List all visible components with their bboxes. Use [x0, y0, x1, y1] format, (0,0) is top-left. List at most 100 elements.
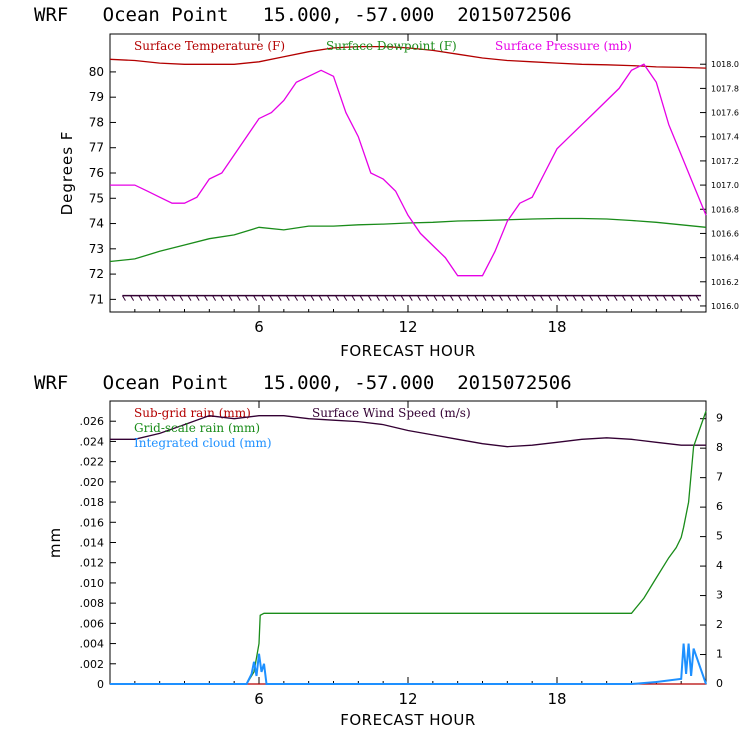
wind-barb [244, 295, 249, 301]
y-tick-label: 77 [89, 141, 104, 155]
wind-barb [498, 295, 503, 301]
legend-entry: Surface Dewpoint (F) [326, 39, 457, 53]
y2-tick-label: 8 [716, 441, 723, 454]
wind-barb [269, 295, 274, 301]
legend-entry: Surface Temperature (F) [134, 39, 285, 53]
wind-barb [195, 295, 200, 301]
wind-barb [564, 295, 569, 301]
x-tick-label: 18 [547, 318, 566, 336]
legend-entry: Integrated cloud (mm) [134, 436, 272, 450]
y2-tick-label: 1017.8 [711, 84, 739, 93]
x-axis-label: FORECAST HOUR [340, 711, 476, 729]
y-tick-label: 71 [89, 292, 104, 306]
wind-barb [474, 295, 479, 301]
y2-tick-label: 1017.4 [711, 133, 739, 142]
y-tick-label: .002 [80, 658, 105, 671]
wind-barb [449, 295, 454, 301]
wind-barb [523, 295, 528, 301]
wind-barb [597, 295, 602, 301]
chart-title: WRF Ocean Point 15.000, -57.000 20150725… [34, 372, 572, 394]
wind-barb [171, 295, 176, 301]
y2-tick-label: 1017.0 [711, 181, 739, 190]
wind-barb [572, 295, 577, 301]
wind-barb [654, 295, 659, 301]
x-tick-label: 12 [398, 318, 417, 336]
y-axis-label: Degrees F [58, 131, 76, 216]
wind-barb [212, 295, 216, 301]
wind-barb [441, 295, 446, 301]
wind-barb [253, 295, 257, 301]
y-axis-label: mm [46, 527, 64, 558]
wind-barb [351, 295, 356, 301]
y-tick-label: 80 [89, 65, 104, 79]
wind-barb [220, 295, 225, 301]
chart-title: WRF Ocean Point 15.000, -57.000 20150725… [34, 4, 572, 26]
wind-barb [400, 295, 405, 301]
wind-barb [605, 295, 610, 301]
wind-barb [384, 295, 389, 301]
chart-panel-1: WRF Ocean Point 15.000, -57.000 20150725… [34, 4, 739, 360]
y2-tick-label: 7 [716, 471, 723, 484]
wind-barb [539, 295, 544, 301]
y-tick-label: 72 [89, 267, 104, 281]
wind-barb [121, 295, 126, 301]
wind-barb [335, 295, 339, 301]
y-tick-label: 78 [89, 115, 104, 129]
y-tick-label: .022 [80, 456, 105, 469]
series-line-2 [109, 217, 707, 263]
y2-tick-label: 6 [716, 500, 723, 513]
y-tick-label: .024 [80, 435, 105, 448]
wind-barb [392, 295, 397, 301]
legend-entry: Grid-scale rain (mm) [134, 421, 260, 435]
x-tick-label: 18 [547, 690, 566, 708]
y-tick-label: .016 [80, 516, 105, 529]
wind-barb [507, 295, 512, 301]
y2-tick-label: 1017.2 [711, 157, 739, 166]
y2-tick-label: 1 [716, 648, 723, 661]
wind-barb [302, 295, 307, 301]
y2-tick-label: 3 [716, 589, 723, 602]
legend-entry: Surface Pressure (mb) [495, 39, 632, 53]
wind-barb [203, 295, 208, 301]
wind-barb [671, 295, 675, 301]
series-line-4 [110, 643, 707, 685]
y-tick-label: 0 [97, 678, 104, 691]
wind-barb [490, 295, 495, 301]
wind-barb [548, 295, 552, 301]
y2-tick-label: 1016.6 [711, 229, 739, 238]
wind-barb [630, 295, 634, 301]
y-tick-label: 79 [89, 90, 104, 104]
wind-barb [531, 295, 536, 301]
wind-barb [589, 295, 593, 301]
x-axis-label: FORECAST HOUR [340, 342, 476, 360]
series-line-2 [110, 415, 706, 448]
wind-barb [326, 295, 331, 301]
wind-barb [638, 295, 643, 301]
y2-tick-label: 4 [716, 559, 723, 572]
wind-barb [646, 295, 651, 301]
y-tick-label: 75 [89, 191, 104, 205]
wind-barb [228, 295, 233, 301]
wind-barb [236, 295, 241, 301]
wind-barb [425, 295, 430, 301]
y-tick-label: 76 [89, 166, 104, 180]
y2-tick-label: 1016.2 [711, 278, 739, 287]
chart-panel-2: WRF Ocean Point 15.000, -57.000 20150725… [34, 372, 723, 729]
y-tick-label: .008 [80, 597, 105, 610]
wind-barb [580, 295, 585, 301]
wind-barb [376, 295, 380, 301]
legend-entry: Sub-grid rain (mm) [134, 406, 251, 420]
y2-tick-label: 1017.6 [711, 109, 739, 118]
y2-tick-label: 1016.8 [711, 205, 739, 214]
y-tick-label: .012 [80, 557, 105, 570]
wind-barb [613, 295, 618, 301]
y2-tick-label: 9 [716, 412, 723, 425]
series-line-3 [110, 63, 707, 277]
legend-entry: Surface Wind Speed (m/s) [312, 406, 471, 420]
wind-barb [277, 295, 282, 301]
plot-frame [109, 33, 707, 313]
wind-barb [662, 295, 667, 301]
y2-tick-label: 1016.4 [711, 254, 739, 263]
wind-barb [359, 295, 364, 301]
